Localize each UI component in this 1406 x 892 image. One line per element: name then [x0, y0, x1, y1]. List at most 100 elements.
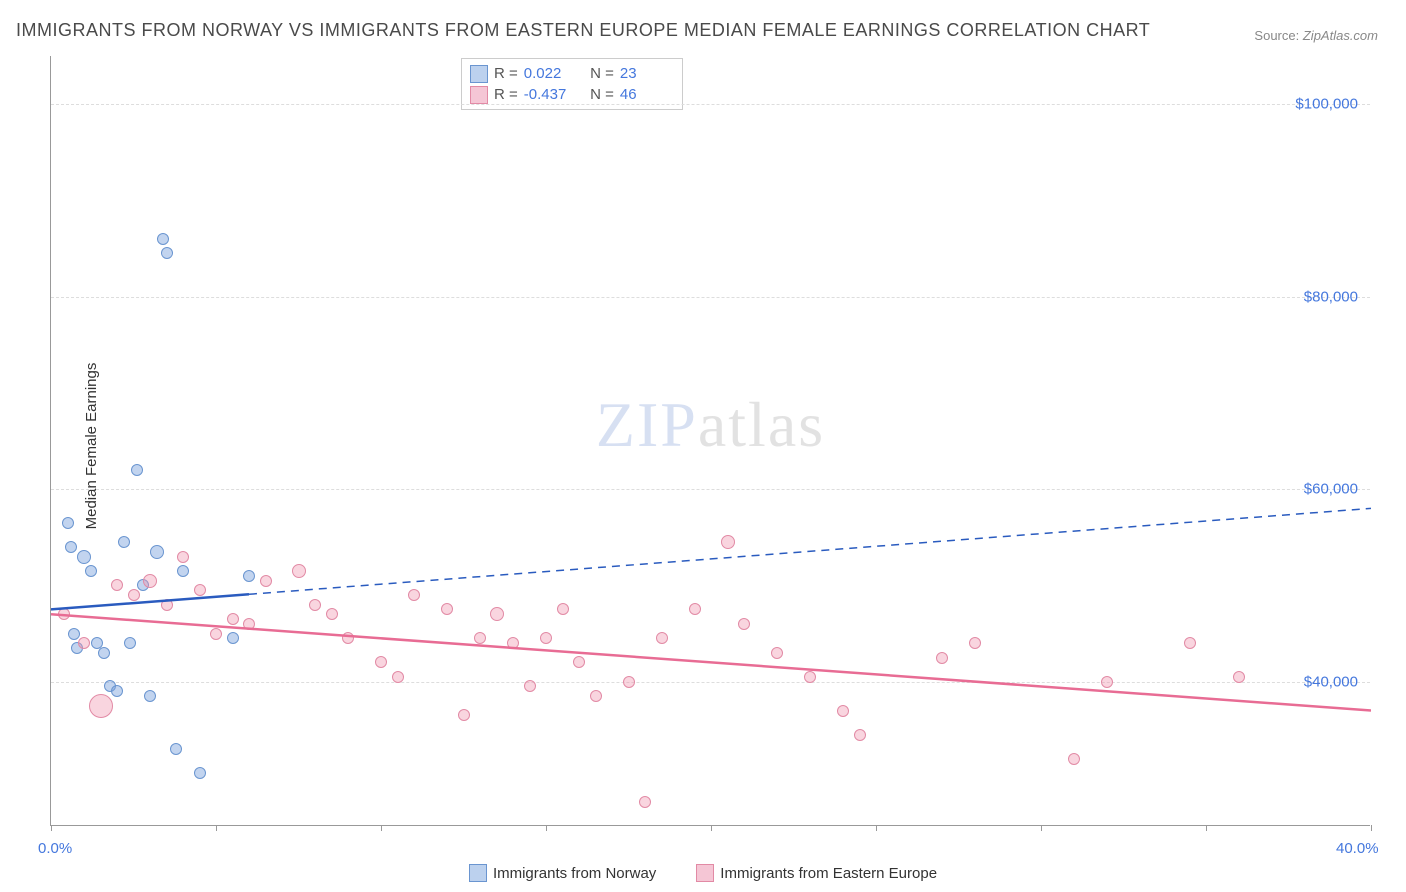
- data-point: [143, 574, 157, 588]
- x-tick: [876, 825, 877, 831]
- data-point: [1101, 676, 1113, 688]
- x-min-label: 0.0%: [38, 840, 72, 857]
- data-point: [309, 599, 321, 611]
- data-point: [689, 603, 701, 615]
- watermark-zip: ZIP: [596, 389, 698, 460]
- data-point: [161, 247, 173, 259]
- y-tick-label: $40,000: [1304, 673, 1358, 690]
- source-value: ZipAtlas.com: [1303, 28, 1378, 43]
- data-point: [656, 632, 668, 644]
- scatter-plot-area: ZIPatlas R = 0.022 N = 23R = -0.437 N = …: [50, 56, 1370, 826]
- data-point: [243, 618, 255, 630]
- data-point: [68, 628, 80, 640]
- data-point: [738, 618, 750, 630]
- data-point: [77, 550, 91, 564]
- legend-swatch: [470, 65, 488, 83]
- r-label: R =: [494, 63, 518, 84]
- data-point: [260, 575, 272, 587]
- data-point: [58, 608, 70, 620]
- x-tick: [1206, 825, 1207, 831]
- source-label: Source:: [1254, 28, 1299, 43]
- x-tick: [51, 825, 52, 831]
- x-tick: [381, 825, 382, 831]
- data-point: [194, 584, 206, 596]
- data-point: [639, 796, 651, 808]
- data-point: [771, 647, 783, 659]
- n-value: 46: [620, 84, 672, 105]
- data-point: [243, 570, 255, 582]
- data-point: [458, 709, 470, 721]
- data-point: [441, 603, 453, 615]
- data-point: [540, 632, 552, 644]
- data-point: [144, 690, 156, 702]
- legend-swatch: [696, 864, 714, 882]
- stats-row: R = -0.437 N = 46: [470, 84, 672, 105]
- data-point: [524, 680, 536, 692]
- data-point: [590, 690, 602, 702]
- data-point: [507, 637, 519, 649]
- data-point: [98, 647, 110, 659]
- data-point: [326, 608, 338, 620]
- data-point: [854, 729, 866, 741]
- gridline: [51, 489, 1370, 490]
- data-point: [392, 671, 404, 683]
- r-value: -0.437: [524, 84, 576, 105]
- data-point: [375, 656, 387, 668]
- legend-swatch: [469, 864, 487, 882]
- legend-swatch: [470, 86, 488, 104]
- data-point: [177, 551, 189, 563]
- y-tick-label: $100,000: [1295, 96, 1358, 113]
- data-point: [65, 541, 77, 553]
- source-attribution: Source: ZipAtlas.com: [1254, 28, 1378, 43]
- data-point: [474, 632, 486, 644]
- data-point: [292, 564, 306, 578]
- data-point: [1184, 637, 1196, 649]
- x-tick: [1371, 825, 1372, 831]
- data-point: [194, 767, 206, 779]
- n-label: N =: [582, 84, 614, 105]
- data-point: [131, 464, 143, 476]
- r-label: R =: [494, 84, 518, 105]
- data-point: [227, 613, 239, 625]
- data-point: [227, 632, 239, 644]
- legend-item: Immigrants from Eastern Europe: [696, 864, 937, 882]
- data-point: [573, 656, 585, 668]
- gridline: [51, 297, 1370, 298]
- data-point: [837, 705, 849, 717]
- data-point: [161, 599, 173, 611]
- x-tick: [216, 825, 217, 831]
- x-tick: [711, 825, 712, 831]
- data-point: [62, 517, 74, 529]
- data-point: [721, 535, 735, 549]
- y-tick-label: $60,000: [1304, 481, 1358, 498]
- gridline: [51, 104, 1370, 105]
- y-tick-label: $80,000: [1304, 288, 1358, 305]
- n-value: 23: [620, 63, 672, 84]
- data-point: [111, 685, 123, 697]
- data-point: [150, 545, 164, 559]
- data-point: [557, 603, 569, 615]
- data-point: [85, 565, 97, 577]
- data-point: [118, 536, 130, 548]
- data-point: [1233, 671, 1245, 683]
- chart-title: IMMIGRANTS FROM NORWAY VS IMMIGRANTS FRO…: [16, 20, 1150, 41]
- watermark-atlas: atlas: [698, 389, 825, 460]
- legend: Immigrants from NorwayImmigrants from Ea…: [0, 864, 1406, 882]
- data-point: [490, 607, 504, 621]
- data-point: [804, 671, 816, 683]
- correlation-stats-box: R = 0.022 N = 23R = -0.437 N = 46: [461, 58, 683, 110]
- data-point: [170, 743, 182, 755]
- regression-lines: [51, 56, 1371, 826]
- data-point: [969, 637, 981, 649]
- data-point: [1068, 753, 1080, 765]
- data-point: [177, 565, 189, 577]
- data-point: [89, 694, 113, 718]
- x-tick: [546, 825, 547, 831]
- data-point: [128, 589, 140, 601]
- data-point: [623, 676, 635, 688]
- stats-row: R = 0.022 N = 23: [470, 63, 672, 84]
- data-point: [111, 579, 123, 591]
- legend-label: Immigrants from Eastern Europe: [720, 865, 937, 882]
- data-point: [408, 589, 420, 601]
- watermark: ZIPatlas: [596, 388, 825, 462]
